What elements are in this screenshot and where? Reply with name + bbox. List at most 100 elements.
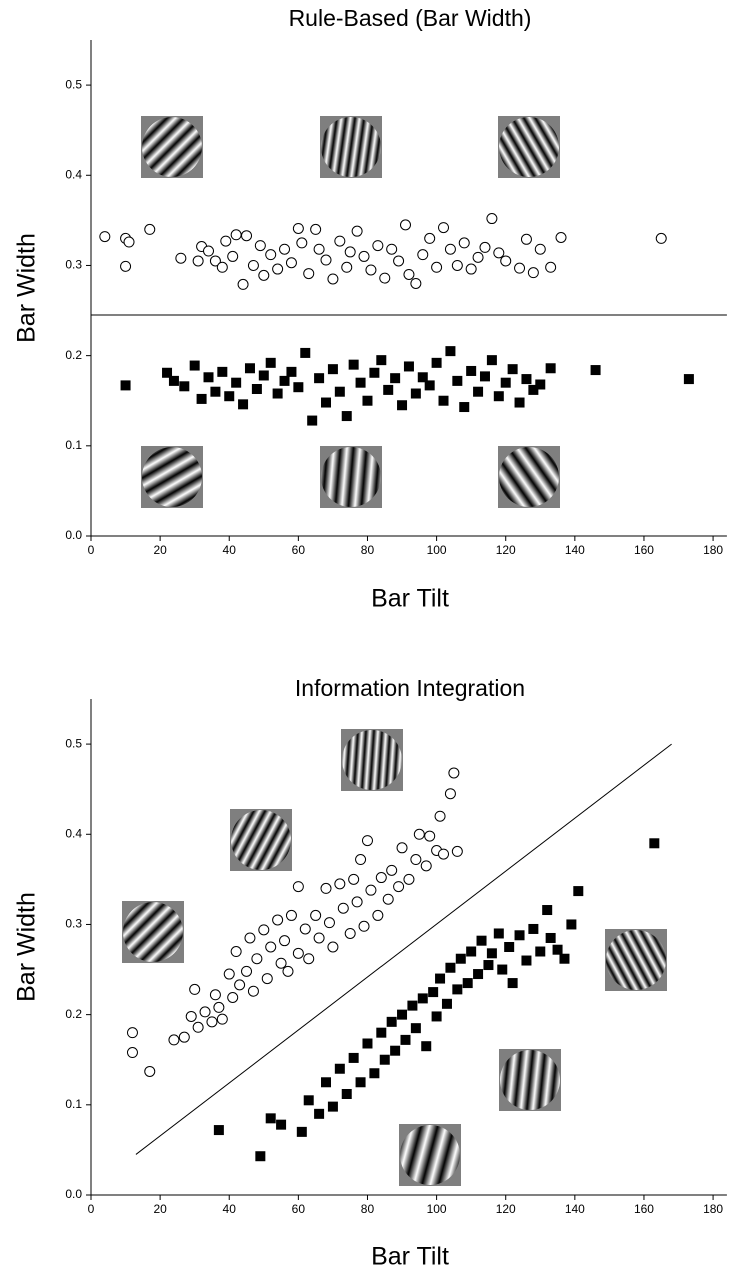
point — [303, 953, 315, 965]
point — [292, 947, 304, 959]
point — [390, 373, 401, 384]
point — [473, 969, 484, 980]
point — [396, 842, 408, 854]
point — [493, 247, 505, 259]
point — [348, 873, 360, 885]
point — [476, 935, 487, 946]
x-tick-label: 180 — [703, 1202, 723, 1216]
point — [123, 236, 135, 248]
point — [209, 255, 221, 267]
point — [424, 830, 436, 842]
point — [344, 927, 356, 939]
point — [386, 243, 398, 255]
grating — [231, 810, 291, 870]
point — [573, 886, 584, 897]
y-tick-label: 0.3 — [65, 917, 82, 931]
point — [452, 375, 463, 386]
point — [434, 810, 446, 822]
point — [144, 223, 156, 235]
grating — [321, 117, 381, 177]
point — [486, 355, 497, 366]
point — [279, 935, 291, 947]
point — [590, 365, 601, 376]
point — [265, 941, 277, 953]
point — [203, 372, 214, 383]
point — [420, 860, 432, 872]
point — [334, 235, 346, 247]
x-tick-label: 160 — [634, 543, 654, 557]
point — [400, 1034, 411, 1045]
point — [555, 231, 567, 243]
point — [545, 363, 556, 374]
point — [393, 255, 405, 267]
point — [528, 923, 539, 934]
point — [362, 1038, 373, 1049]
point — [542, 905, 553, 916]
point — [507, 978, 518, 989]
point — [383, 384, 394, 395]
point — [545, 932, 556, 943]
point — [258, 370, 269, 381]
point — [379, 1054, 390, 1065]
point — [428, 987, 439, 998]
point — [213, 1125, 224, 1136]
point — [431, 357, 442, 368]
point — [313, 243, 325, 255]
point — [237, 278, 249, 290]
decision-boundary — [135, 743, 672, 1155]
point — [520, 233, 532, 245]
point — [199, 1006, 211, 1018]
point — [286, 366, 297, 377]
point — [299, 923, 311, 935]
point — [120, 260, 132, 272]
point — [244, 363, 255, 374]
y-tick-label: 0.4 — [65, 826, 82, 840]
point — [376, 355, 387, 366]
y-tick-label: 0.3 — [65, 258, 82, 272]
point — [120, 380, 131, 391]
grating — [500, 1050, 560, 1110]
point — [365, 884, 377, 896]
point — [403, 361, 414, 372]
point — [455, 953, 466, 964]
point — [451, 259, 463, 271]
point — [168, 375, 179, 386]
point — [451, 845, 463, 857]
point — [244, 932, 256, 944]
point — [365, 264, 377, 276]
point — [227, 250, 239, 262]
point — [323, 917, 335, 929]
point — [355, 1077, 366, 1088]
point — [472, 251, 484, 263]
x-tick-label: 20 — [153, 1202, 167, 1216]
point — [341, 1088, 352, 1099]
point — [241, 230, 253, 242]
point — [438, 222, 450, 234]
point — [386, 864, 398, 876]
point — [566, 919, 577, 930]
point — [410, 1023, 421, 1034]
y-axis-label: Bar Width — [13, 233, 41, 343]
point — [348, 359, 359, 370]
point — [500, 255, 512, 267]
point — [209, 989, 221, 1001]
x-tick-label: 80 — [361, 1202, 375, 1216]
point — [206, 1016, 218, 1028]
y-tick-label: 0.4 — [65, 167, 82, 181]
point — [545, 261, 557, 273]
x-tick-label: 180 — [703, 543, 723, 557]
point — [272, 388, 283, 399]
grating — [321, 447, 381, 507]
grating — [606, 930, 666, 990]
point — [189, 983, 201, 995]
point — [303, 1095, 314, 1106]
point — [417, 372, 428, 383]
point — [514, 262, 526, 274]
y-tick-label: 0.0 — [65, 528, 82, 542]
point — [307, 415, 318, 426]
point — [241, 965, 253, 977]
x-tick-label: 100 — [427, 1202, 447, 1216]
point — [224, 391, 235, 402]
point — [341, 261, 353, 273]
